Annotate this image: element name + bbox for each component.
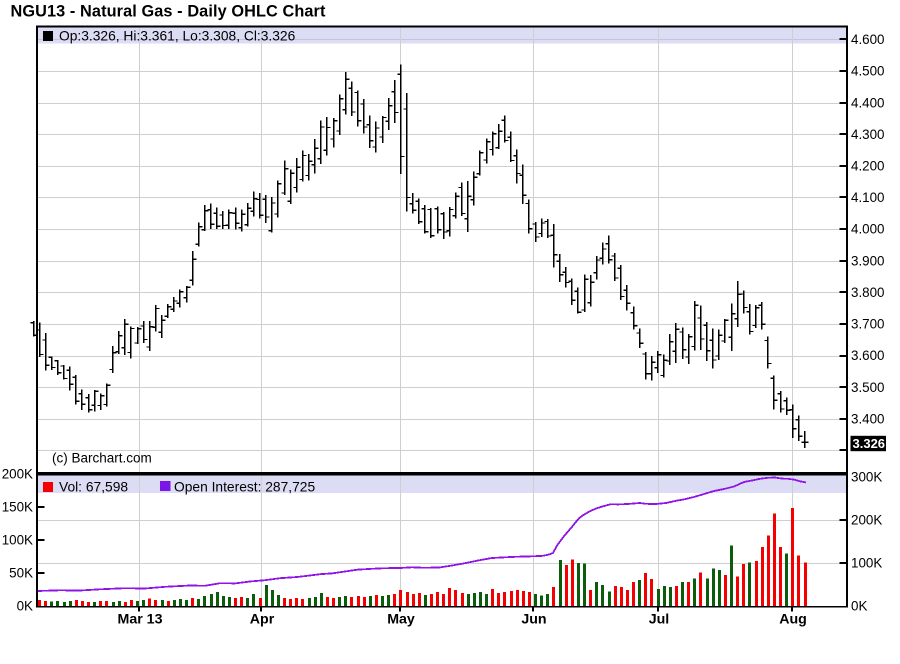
svg-text:4.600: 4.600 [851, 32, 885, 47]
svg-text:(c) Barchart.com: (c) Barchart.com [52, 451, 152, 466]
svg-text:Aug: Aug [779, 612, 807, 628]
svg-text:50K: 50K [9, 566, 33, 581]
svg-text:May: May [387, 612, 415, 628]
svg-text:200K: 200K [851, 513, 882, 528]
svg-text:3.500: 3.500 [851, 380, 885, 395]
svg-text:4.200: 4.200 [851, 159, 885, 174]
svg-text:3.800: 3.800 [851, 285, 885, 300]
svg-text:3.600: 3.600 [851, 348, 885, 363]
svg-text:Open Interest: 287,725: Open Interest: 287,725 [174, 479, 315, 494]
svg-text:3.400: 3.400 [851, 411, 885, 426]
svg-text:3.326: 3.326 [853, 436, 886, 451]
svg-text:Mar 13: Mar 13 [118, 612, 163, 628]
svg-text:100K: 100K [851, 556, 882, 571]
svg-text:Op:3.326, Hi:3.361, Lo:3.308,: Op:3.326, Hi:3.361, Lo:3.308, Cl:3.326 [59, 28, 296, 43]
svg-text:3.900: 3.900 [851, 253, 885, 268]
svg-text:4.500: 4.500 [851, 64, 885, 79]
svg-text:0K: 0K [851, 599, 867, 614]
svg-text:4.100: 4.100 [851, 190, 885, 205]
svg-text:4.300: 4.300 [851, 127, 885, 142]
svg-text:Vol: 67,598: Vol: 67,598 [59, 479, 128, 494]
svg-text:4.400: 4.400 [851, 95, 885, 110]
svg-text:Jul: Jul [649, 612, 670, 628]
svg-text:0K: 0K [17, 599, 33, 614]
svg-text:4.000: 4.000 [851, 222, 885, 237]
svg-text:3.700: 3.700 [851, 317, 885, 332]
svg-text:200K: 200K [2, 467, 33, 482]
svg-text:NGU13 - Natural Gas - Daily OH: NGU13 - Natural Gas - Daily OHLC Chart [11, 3, 326, 21]
svg-text:Apr: Apr [250, 612, 275, 628]
svg-text:300K: 300K [851, 470, 882, 485]
svg-text:Jun: Jun [521, 612, 546, 628]
svg-text:150K: 150K [2, 500, 33, 515]
svg-text:100K: 100K [2, 533, 33, 548]
